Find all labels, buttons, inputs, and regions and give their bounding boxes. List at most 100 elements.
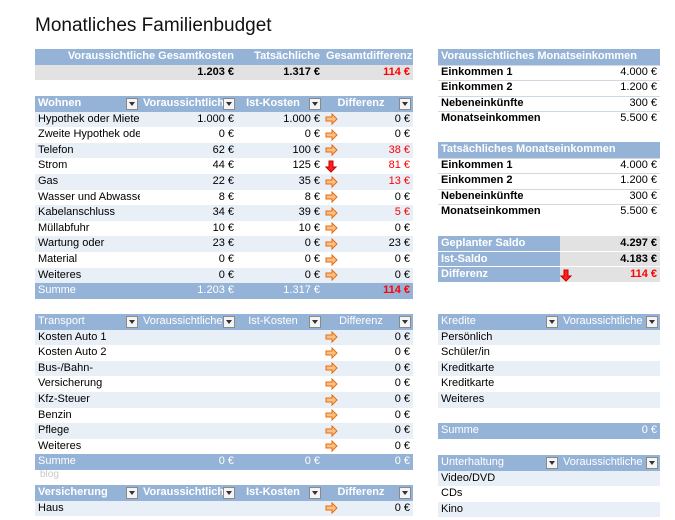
summary-value: 114 € [383,65,410,78]
row-bg [438,173,660,189]
income-label: Nebeneinkünfte [441,96,524,109]
amount-cell: 0 € [304,128,320,141]
row-bg [35,392,413,408]
amount-cell: 0 € [394,330,410,343]
filter-button[interactable] [309,487,321,499]
trend-arrow [325,128,338,141]
item-label: Zweite Hypothek oder [38,128,140,141]
income-title: Tatsächliches Monatseinkommen [438,142,660,158]
trend-arrow [325,502,338,515]
column-header: Differenz [339,315,383,327]
trend-arrow [325,144,338,157]
income-amount: 5.500 € [620,205,657,218]
trend-arrow [325,409,338,422]
amount-cell: 23 € [212,237,234,250]
saldo-label: Ist-Saldo [438,251,560,268]
amount-cell: 0 € [394,253,410,265]
filter-button[interactable] [646,316,658,328]
trend-arrow [325,440,338,453]
saldo-amount: 114 € [560,267,660,283]
filter-button[interactable] [126,487,138,499]
filter-button[interactable] [309,98,321,110]
column-header: Voraussichtliche [143,315,223,327]
total-bg [35,283,413,299]
filter-button[interactable] [399,98,411,110]
row-bg [35,360,413,377]
arrow-shape [325,331,338,344]
item-label: Schüler/in [441,346,490,359]
item-label: Pflege [38,424,70,437]
income-label: Einkommen 1 [441,65,513,78]
trend-arrow [325,269,338,282]
amount-cell: 0 € [394,190,410,203]
filter-button[interactable] [399,316,411,328]
summary-header: Tatsächliche [254,50,320,62]
filter-button[interactable] [223,316,235,328]
income-amount: 300 € [629,189,657,202]
row-bg [438,360,660,377]
amount-cell: 0 € [394,501,410,514]
amount-cell: 34 € [212,206,234,219]
amount-cell: 0 € [394,377,410,390]
filter-button[interactable] [126,316,138,328]
row-bg [438,376,660,392]
amount-cell: 0 € [304,253,320,265]
row-bg [438,111,660,127]
amount-cell: 0 € [394,268,410,281]
row-bg [438,80,660,96]
item-label: Persönlich [441,330,493,343]
income-amount: 4.000 € [620,65,657,78]
filter-button[interactable] [399,487,411,499]
filter-button[interactable] [546,457,558,469]
amount-cell [140,392,237,408]
amount-cell [237,392,323,408]
row-bg [438,157,660,174]
row-bg [35,438,413,455]
item-label: Kreditkarte [441,361,495,374]
item-label: Gas [38,175,59,187]
income-amount: 300 € [629,96,657,109]
row-bg [438,392,660,408]
column-header: Voraussichtliche [563,456,643,468]
row-bg [35,423,413,439]
row-bg [438,501,660,518]
arrow-shape [325,393,338,406]
filter-button[interactable] [546,316,558,328]
saldo-label: Differenz [438,267,560,283]
arrow-shape [325,377,338,391]
row-bg [35,252,413,268]
amount-cell: 81 € [388,159,410,172]
filter-button[interactable] [223,98,235,110]
income-amount: 4.000 € [620,158,657,171]
filter-button[interactable] [126,98,138,110]
column-header: Ist-Kosten [246,97,300,109]
item-label: Kosten Auto 2 [38,346,107,359]
row-bg [438,345,660,361]
amount-cell: 8 € [304,190,320,203]
trend-arrow [325,362,338,375]
filter-button[interactable] [646,457,658,469]
row-bg [35,345,413,361]
arrow-shape [325,160,338,173]
row-bg [438,204,660,220]
arrow-shape [325,346,338,359]
column-header: Ist-Kosten [248,315,298,327]
item-label: Strom [38,159,68,172]
row-bg [35,111,413,128]
column-header: Unterhaltung [441,456,504,468]
amount-cell: 5 € [394,206,410,219]
income-label: Einkommen 2 [441,174,513,187]
filter-button[interactable] [223,487,235,499]
trend-arrow [325,253,338,266]
filter-button[interactable] [309,316,321,328]
item-label: Material [38,253,78,265]
row-bg [438,188,660,205]
row-bg [35,407,413,424]
arrow-shape [325,409,338,422]
total-label: Summe [38,284,76,297]
amount-cell: 1.000 € [197,112,234,125]
amount-cell: 8 € [218,190,234,203]
arrow-shape [325,269,338,282]
amount-cell: 0 € [394,393,410,405]
item-label: CDs [441,487,463,500]
